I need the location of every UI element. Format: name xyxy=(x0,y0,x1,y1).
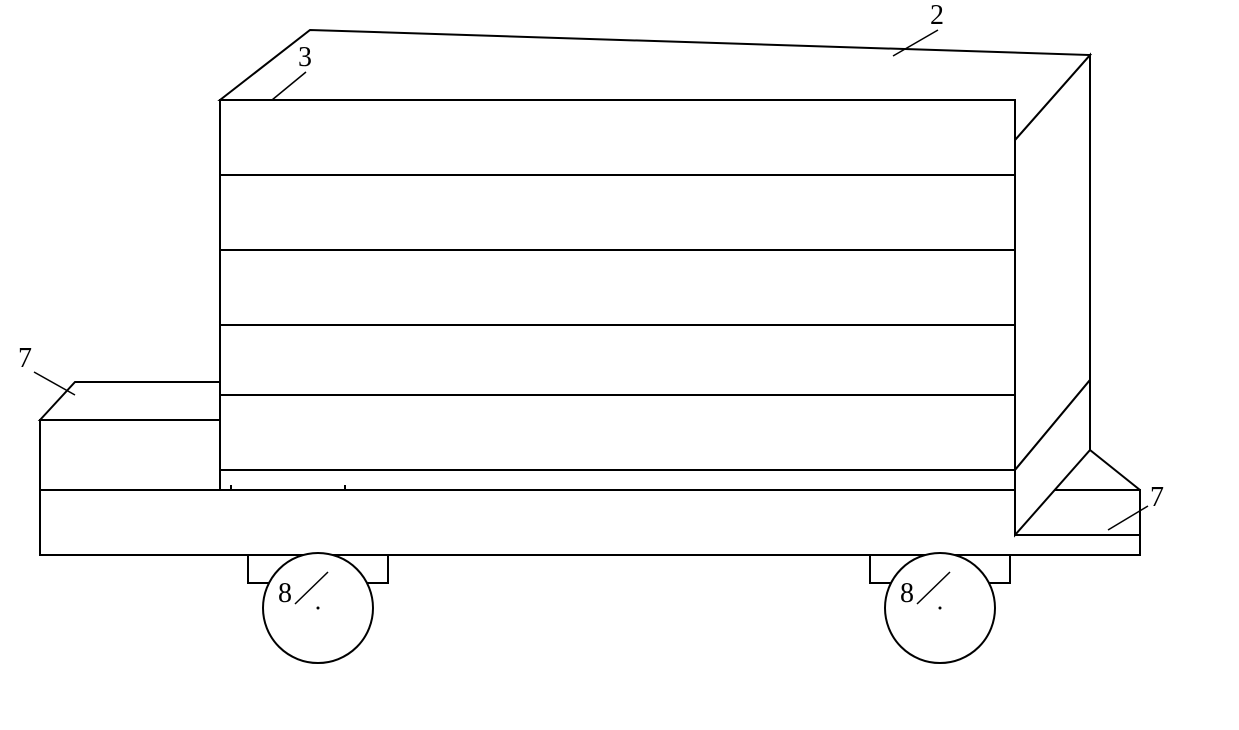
label-8-right: 8 xyxy=(900,578,914,609)
label-2: 2 xyxy=(930,0,944,31)
label-7-right: 7 xyxy=(1150,482,1164,513)
label-3: 3 xyxy=(298,42,312,73)
label-8-left: 8 xyxy=(278,578,292,609)
diagram-svg: 2 3 7 7 8 8 xyxy=(0,0,1239,725)
label-7-left: 7 xyxy=(18,343,32,374)
technical-diagram: 2 3 7 7 8 8 xyxy=(0,0,1239,725)
